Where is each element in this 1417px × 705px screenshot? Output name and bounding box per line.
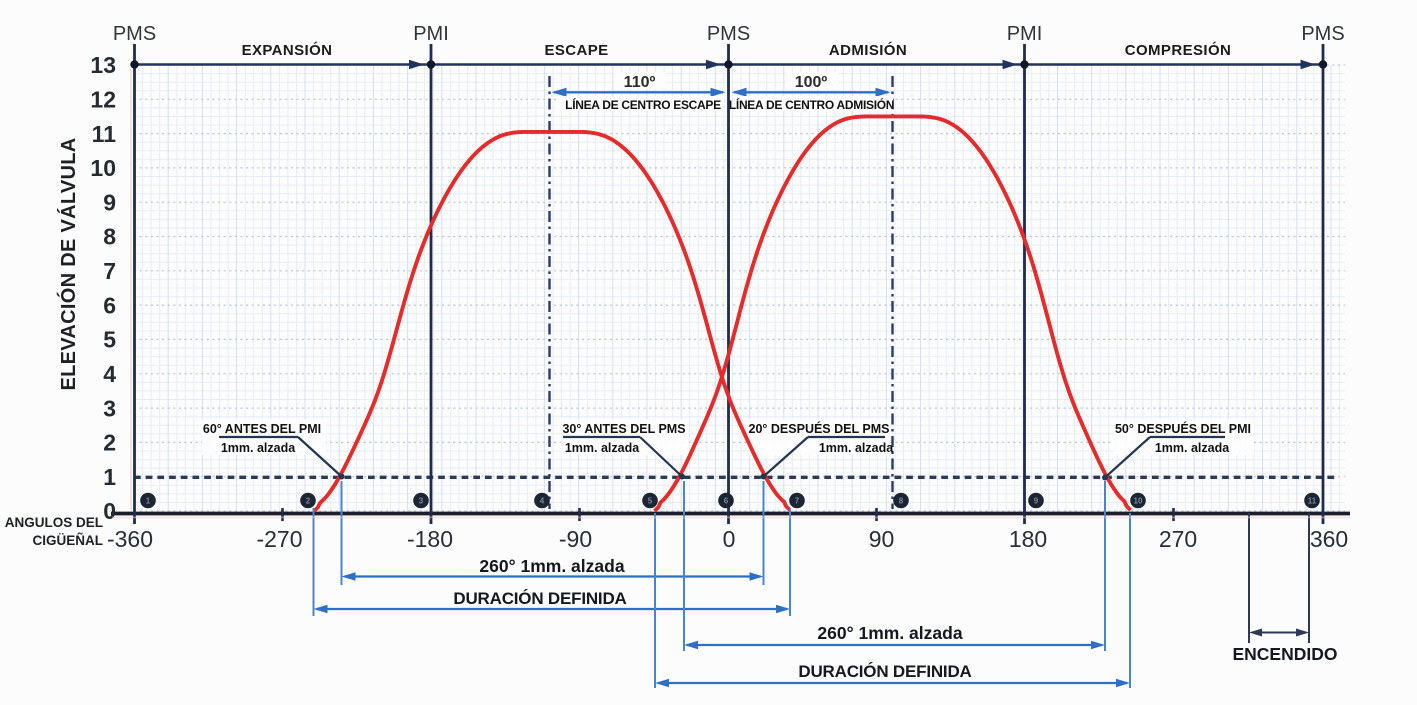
svg-text:180: 180 xyxy=(1009,526,1047,552)
svg-text:30° ANTES DEL PMS: 30° ANTES DEL PMS xyxy=(562,422,685,436)
svg-text:-270: -270 xyxy=(256,526,302,552)
svg-text:8: 8 xyxy=(899,497,904,506)
svg-text:ANGULOS DEL: ANGULOS DEL xyxy=(5,515,103,530)
svg-text:10: 10 xyxy=(90,155,116,181)
svg-text:LÍNEA DE CENTRO ESCAPE: LÍNEA DE CENTRO ESCAPE xyxy=(565,97,721,112)
svg-text:60° ANTES DEL PMI: 60° ANTES DEL PMI xyxy=(203,422,321,436)
svg-text:-180: -180 xyxy=(407,526,453,552)
svg-text:13: 13 xyxy=(90,52,116,78)
svg-text:11: 11 xyxy=(92,121,117,147)
svg-text:DURACIÓN DEFINIDA: DURACIÓN DEFINIDA xyxy=(453,589,626,608)
svg-text:EXPANSIÓN: EXPANSIÓN xyxy=(242,41,333,59)
svg-text:11: 11 xyxy=(1308,497,1317,506)
svg-text:260° 1mm. alzada: 260° 1mm. alzada xyxy=(817,623,962,643)
svg-text:6: 6 xyxy=(724,497,729,506)
svg-text:3: 3 xyxy=(419,497,424,506)
svg-text:20° DESPUÉS DEL PMS: 20° DESPUÉS DEL PMS xyxy=(749,421,890,436)
svg-text:-90: -90 xyxy=(559,526,592,552)
svg-text:DURACIÓN DEFINIDA: DURACIÓN DEFINIDA xyxy=(798,662,971,681)
svg-text:ESCAPE: ESCAPE xyxy=(544,42,608,59)
svg-text:7: 7 xyxy=(103,258,116,284)
svg-text:ENCENDIDO: ENCENDIDO xyxy=(1232,644,1337,664)
svg-text:1mm. alzada: 1mm. alzada xyxy=(565,441,640,455)
svg-text:1: 1 xyxy=(146,497,151,506)
svg-text:PMI: PMI xyxy=(413,23,449,45)
svg-text:2: 2 xyxy=(103,430,116,456)
svg-text:3: 3 xyxy=(103,395,116,421)
svg-text:5: 5 xyxy=(648,497,653,506)
svg-text:COMPRESIÓN: COMPRESIÓN xyxy=(1125,41,1232,59)
svg-text:0: 0 xyxy=(723,526,736,552)
svg-text:110º: 110º xyxy=(624,74,656,91)
svg-text:PMS: PMS xyxy=(707,23,750,45)
svg-text:PMS: PMS xyxy=(1301,23,1344,45)
svg-text:LÍNEA DE CENTRO ADMISIÓN: LÍNEA DE CENTRO ADMISIÓN xyxy=(729,97,894,112)
svg-text:8: 8 xyxy=(103,224,116,250)
svg-text:50° DESPUÉS DEL PMI: 50° DESPUÉS DEL PMI xyxy=(1115,421,1251,436)
svg-text:1mm. alzada: 1mm. alzada xyxy=(1155,441,1230,455)
svg-text:4: 4 xyxy=(103,361,116,387)
svg-text:270: 270 xyxy=(1159,526,1197,552)
svg-text:PMI: PMI xyxy=(1007,23,1043,45)
svg-text:7: 7 xyxy=(795,497,800,506)
svg-text:1mm. alzada: 1mm. alzada xyxy=(221,441,296,455)
svg-text:1: 1 xyxy=(103,464,116,490)
svg-text:90: 90 xyxy=(869,526,895,552)
svg-text:360: 360 xyxy=(1310,526,1348,552)
svg-text:PMS: PMS xyxy=(113,23,156,45)
svg-text:ADMISIÓN: ADMISIÓN xyxy=(829,41,907,59)
svg-text:100º: 100º xyxy=(795,74,828,91)
svg-text:1mm. alzada: 1mm. alzada xyxy=(819,441,894,455)
svg-text:4: 4 xyxy=(540,497,545,506)
svg-text:260° 1mm. alzada: 260° 1mm. alzada xyxy=(479,556,624,576)
svg-text:12: 12 xyxy=(90,86,116,112)
svg-text:5: 5 xyxy=(103,327,116,353)
svg-text:2: 2 xyxy=(306,497,311,506)
svg-text:0: 0 xyxy=(103,498,116,524)
svg-text:ELEVACIÓN DE VÁLVULA: ELEVACIÓN DE VÁLVULA xyxy=(56,137,80,390)
svg-text:10: 10 xyxy=(1134,497,1143,506)
svg-text:CIGÜEÑAL: CIGÜEÑAL xyxy=(33,533,104,548)
svg-text:9: 9 xyxy=(103,189,116,215)
svg-text:-360: -360 xyxy=(107,526,153,552)
svg-text:9: 9 xyxy=(1034,497,1039,506)
svg-text:6: 6 xyxy=(103,292,116,318)
